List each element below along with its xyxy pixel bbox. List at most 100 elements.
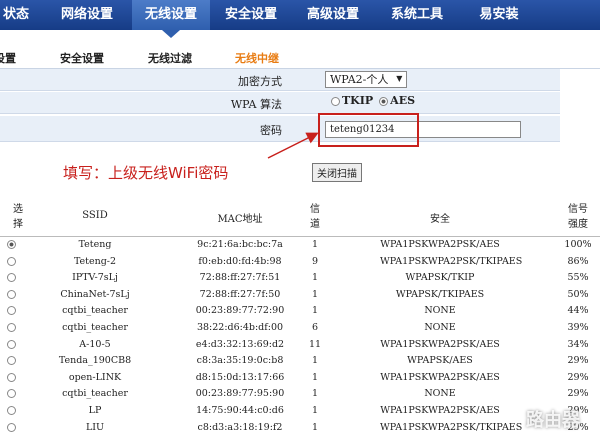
- table-cell: 1: [311, 421, 319, 433]
- table-cell: IPTV-7sLj: [72, 272, 118, 284]
- table-cell: 44%: [567, 305, 589, 317]
- table-cell: 29%: [567, 421, 589, 433]
- nav-item[interactable]: 网络设置: [60, 7, 113, 22]
- table-cell: f0:eb:d0:fd:4b:98: [198, 255, 282, 267]
- table-cell: NONE: [424, 322, 456, 333]
- top-nav: 状态 网络设置 无线设置 安全设置 高级设置 系统工具 易安装: [0, 0, 600, 38]
- table-cell: 9c:21:6a:bc:bc:7a: [197, 239, 283, 250]
- table-cell: 1: [311, 272, 319, 284]
- table-cell: A-10-5: [79, 338, 111, 350]
- table-cell: 55%: [567, 272, 589, 284]
- nav-item[interactable]: 易安装: [479, 7, 519, 22]
- row-radio[interactable]: [7, 372, 16, 382]
- table-cell: WPA1PSKWPA2PSK/AES: [380, 371, 500, 383]
- table-cell: 1: [311, 288, 319, 300]
- column-header: MAC地址: [217, 214, 263, 225]
- table-row: A-10-5 e4:d3:32:13:69:d2 11 WPA1PSKWPA2PSK/…: [0, 337, 600, 354]
- table-cell: 72:88:ff:27:7f:51: [199, 272, 281, 284]
- table-cell: 29%: [567, 405, 589, 416]
- table-cell: 86%: [567, 255, 589, 267]
- table-cell: 6: [311, 322, 319, 333]
- sub-nav-item[interactable]: 无线过滤: [148, 52, 192, 65]
- table-cell: Teteng: [78, 239, 112, 250]
- radio[interactable]: [379, 96, 389, 106]
- table-cell: d8:15:0d:13:17:66: [195, 371, 285, 383]
- button[interactable]: 关闭扫描: [312, 163, 362, 182]
- table-row: cqtbi_teacher 38:22:d6:4b:df:00 6 NONE 39%: [0, 320, 600, 337]
- table-cell: 00:23:89:77:72:90: [195, 305, 285, 317]
- table-row: cqtbi_teacher 00:23:89:77:95:90 1 NONE 29%: [0, 386, 600, 403]
- table-cell: LP: [88, 405, 102, 416]
- table-row: Teteng-2 f0:eb:d0:fd:4b:98 9 WPA1PSKWPA2PSK…: [0, 254, 600, 271]
- table-row: Tenda_190CB8 c8:3a:35:19:0c:b8 1 WPAPSK/AES…: [0, 353, 600, 370]
- table-cell: 1: [311, 405, 319, 416]
- password-input[interactable]: teteng01234: [325, 121, 521, 138]
- table-cell: Teteng-2: [73, 255, 117, 267]
- table-cell: 100%: [564, 239, 592, 250]
- table-row: cqtbi_teacher 00:23:89:77:72:90 1 NONE 44%: [0, 303, 600, 320]
- table-cell: ChinaNet-7sLj: [60, 288, 130, 300]
- watermark: 路由器: [526, 410, 580, 431]
- nav-item[interactable]: 无线设置: [132, 0, 210, 38]
- table-cell: 1: [311, 355, 319, 367]
- sub-nav-item[interactable]: 设置: [0, 52, 16, 65]
- table-cell: 72:88:ff:27:7f:50: [199, 288, 281, 300]
- table-row: IPTV-7sLj 72:88:ff:27:7f:51 1 WPAPSK/TKIP 55…: [0, 270, 600, 287]
- table-cell: WPA1PSKWPA2PSK/AES: [380, 338, 500, 350]
- table-header: 选择 SSID MAC地址 信道 安全 信号强度: [0, 198, 600, 237]
- table-cell: cqtbi_teacher: [62, 322, 128, 333]
- table-cell: WPAPSK/AES: [407, 355, 473, 367]
- table-cell: WPAPSK/TKIP: [405, 272, 475, 284]
- nav-item[interactable]: 高级设置: [306, 7, 359, 22]
- table-cell: NONE: [424, 305, 456, 317]
- table-cell: NONE: [424, 388, 456, 400]
- row-radio[interactable]: [7, 389, 16, 399]
- table-body: Teteng 9c:21:6a:bc:bc:7a 1 WPA1PSKWPA2PSK/A…: [0, 237, 600, 446]
- table-cell: WPAPSK/TKIPAES: [395, 288, 485, 300]
- table-cell: cqtbi_teacher: [62, 388, 128, 400]
- table-cell: 1: [311, 388, 319, 400]
- table-row: LP 14:75:90:44:c0:d6 1 WPA1PSKWPA2PSK/AES 29…: [0, 403, 600, 420]
- select[interactable]: WPA2-个人: [325, 71, 408, 88]
- form-row: 加密方式 WPA2-个人: [0, 69, 560, 91]
- table-cell: 34%: [567, 338, 589, 350]
- table-cell: WPA1PSKWPA2PSK/TKIPAES: [380, 255, 523, 267]
- table-row: ChinaNet-7sLj 72:88:ff:27:7f:50 1 WPAPSK/TK…: [0, 287, 600, 304]
- row-radio[interactable]: [7, 339, 16, 349]
- table-cell: Tenda_190CB8: [58, 355, 132, 367]
- field-label: 加密方式: [238, 75, 282, 88]
- table-cell: c8:3a:35:19:0c:b8: [196, 355, 284, 367]
- row-radio[interactable]: [7, 323, 16, 332]
- row-radio[interactable]: [7, 240, 16, 249]
- sub-nav-item[interactable]: 无线中继: [235, 52, 279, 65]
- field-label: WPA 算法: [230, 98, 282, 111]
- table-row: LIU c8:d3:a3:18:19:f2 1 WPA1PSKWPA2PSK/TKIP…: [0, 420, 600, 437]
- row-radio[interactable]: [7, 422, 16, 432]
- row-radio[interactable]: [7, 406, 16, 415]
- row-radio[interactable]: [7, 356, 16, 366]
- nav-item[interactable]: 安全设置: [224, 7, 277, 22]
- table-cell: open-LINK: [68, 371, 122, 383]
- radio-label: AES: [390, 94, 416, 107]
- row-radio[interactable]: [7, 306, 16, 316]
- row-radio[interactable]: [7, 289, 16, 299]
- row-radio[interactable]: [7, 256, 16, 266]
- table-row: open-LINK d8:15:0d:13:17:66 1 WPA1PSKWPA2PS…: [0, 370, 600, 387]
- sub-nav-item[interactable]: 安全设置: [60, 52, 104, 65]
- sub-nav: 设置 安全设置 无线过滤 无线中继: [0, 44, 600, 69]
- table-cell: 9: [311, 255, 319, 267]
- row-radio[interactable]: [7, 273, 16, 283]
- nav-item[interactable]: 状态: [2, 7, 29, 22]
- table-cell: c8:d3:a3:18:19:f2: [197, 421, 283, 433]
- table-cell: 29%: [567, 371, 589, 383]
- nav-item[interactable]: 系统工具: [390, 7, 443, 22]
- table-cell: WPA1PSKWPA2PSK/TKIPAES: [380, 421, 523, 433]
- table-cell: 1: [311, 371, 319, 383]
- table-cell: LIU: [85, 421, 105, 433]
- radio[interactable]: [331, 96, 340, 106]
- table-cell: 29%: [567, 388, 589, 400]
- column-header: 安全: [430, 214, 450, 225]
- column-header: 信道: [310, 204, 320, 230]
- table-cell: 11: [308, 338, 322, 350]
